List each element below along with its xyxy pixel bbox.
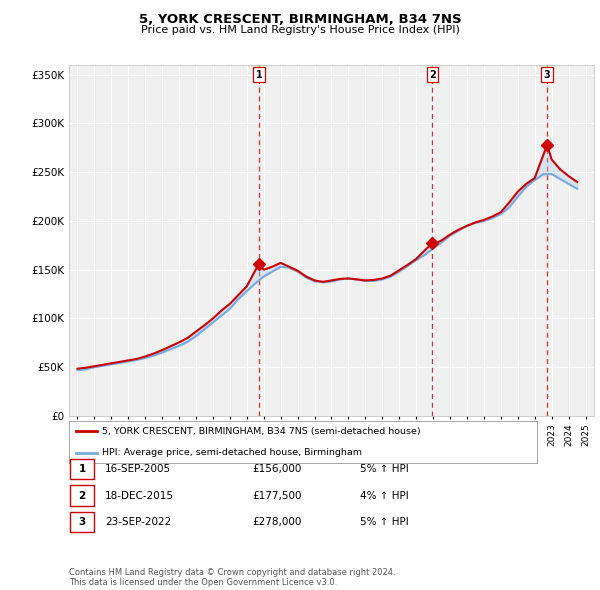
- Text: 16-SEP-2005: 16-SEP-2005: [105, 464, 171, 474]
- Text: 18-DEC-2015: 18-DEC-2015: [105, 491, 174, 500]
- Text: 1: 1: [256, 70, 262, 80]
- Text: £278,000: £278,000: [252, 517, 301, 527]
- Text: 5% ↑ HPI: 5% ↑ HPI: [360, 517, 409, 527]
- Text: 1: 1: [79, 464, 86, 474]
- Text: Price paid vs. HM Land Registry's House Price Index (HPI): Price paid vs. HM Land Registry's House …: [140, 25, 460, 35]
- Text: £177,500: £177,500: [252, 491, 302, 500]
- Text: 2: 2: [79, 491, 86, 500]
- Text: £156,000: £156,000: [252, 464, 301, 474]
- Text: 2: 2: [429, 70, 436, 80]
- Text: 3: 3: [79, 517, 86, 527]
- Text: 4% ↑ HPI: 4% ↑ HPI: [360, 491, 409, 500]
- Text: 5, YORK CRESCENT, BIRMINGHAM, B34 7NS: 5, YORK CRESCENT, BIRMINGHAM, B34 7NS: [139, 13, 461, 26]
- Text: 3: 3: [544, 70, 550, 80]
- Text: 23-SEP-2022: 23-SEP-2022: [105, 517, 171, 527]
- Text: 5, YORK CRESCENT, BIRMINGHAM, B34 7NS (semi-detached house): 5, YORK CRESCENT, BIRMINGHAM, B34 7NS (s…: [102, 427, 421, 436]
- Text: 5% ↑ HPI: 5% ↑ HPI: [360, 464, 409, 474]
- Text: Contains HM Land Registry data © Crown copyright and database right 2024.
This d: Contains HM Land Registry data © Crown c…: [69, 568, 395, 587]
- Text: HPI: Average price, semi-detached house, Birmingham: HPI: Average price, semi-detached house,…: [102, 448, 362, 457]
